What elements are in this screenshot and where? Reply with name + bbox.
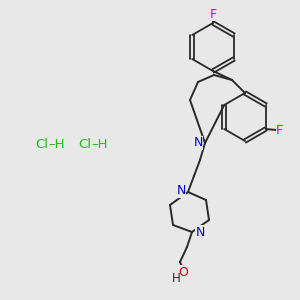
Text: N: N — [193, 136, 203, 149]
Text: Cl: Cl — [79, 139, 92, 152]
Text: N: N — [176, 184, 186, 197]
Text: O: O — [178, 266, 188, 278]
Text: –H: –H — [92, 139, 108, 152]
Text: H: H — [172, 272, 180, 286]
Text: N: N — [195, 226, 205, 238]
Text: –H: –H — [49, 139, 65, 152]
Text: F: F — [209, 8, 217, 20]
Text: F: F — [276, 124, 283, 136]
Text: Cl: Cl — [35, 139, 49, 152]
